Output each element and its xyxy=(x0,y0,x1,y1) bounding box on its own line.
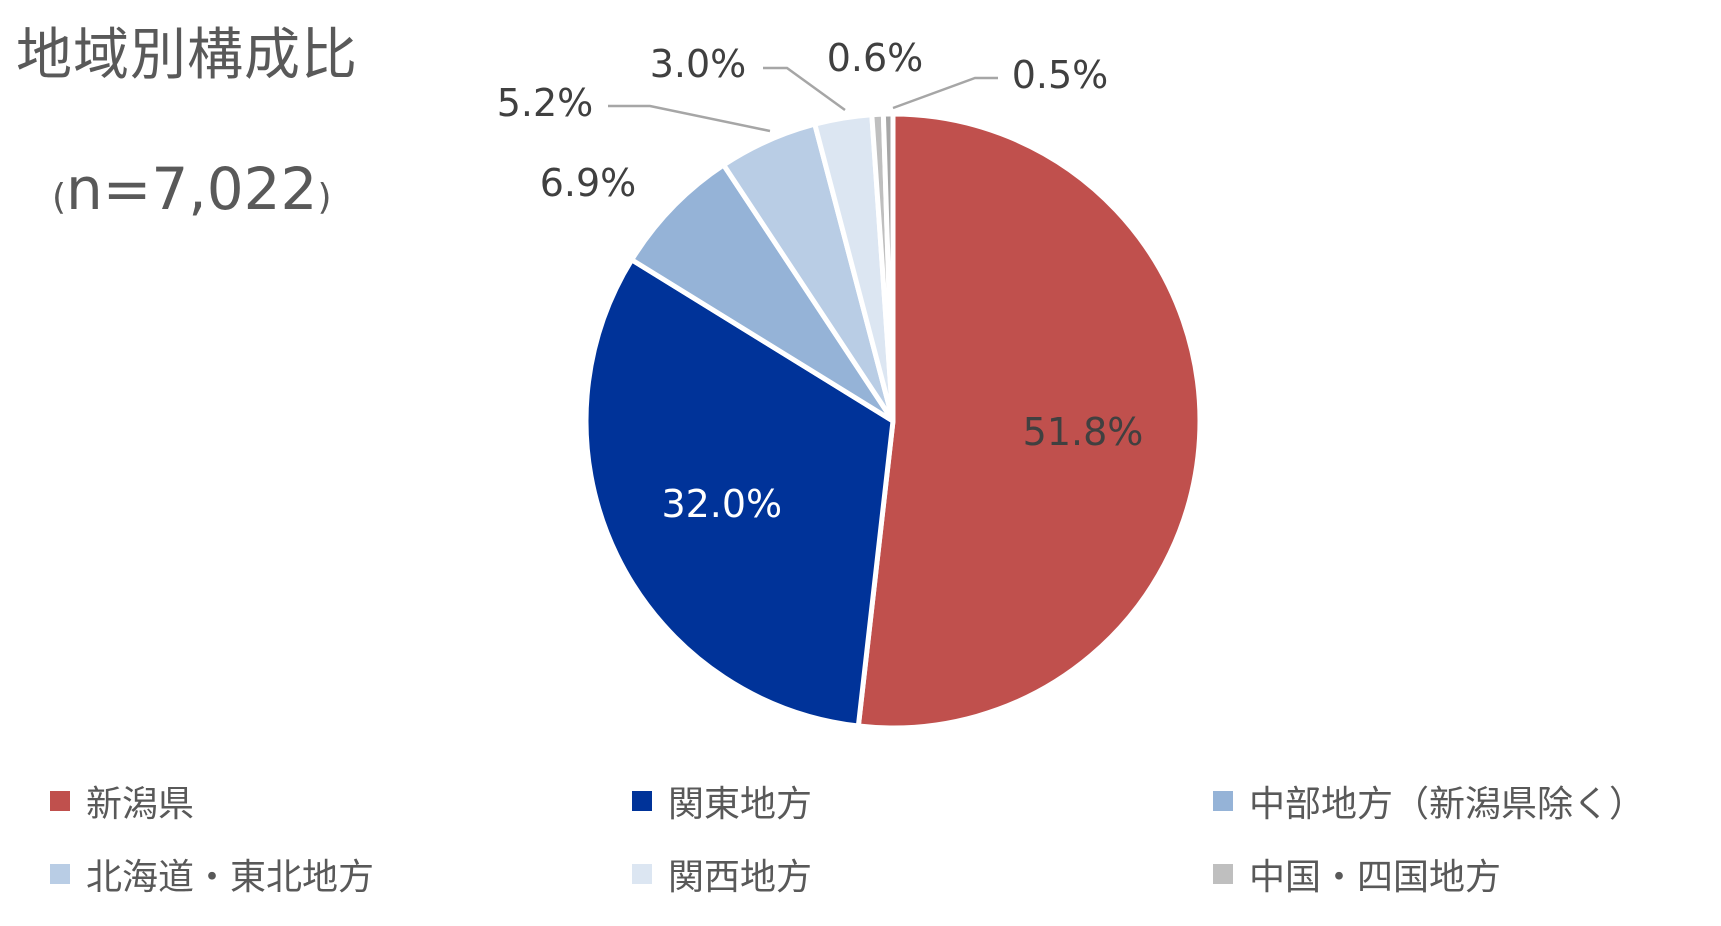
data-label-3: 6.9% xyxy=(540,161,637,205)
legend-item-4: 北海道・東北地方 xyxy=(50,848,374,900)
legend-swatch-3 xyxy=(1213,791,1233,811)
leader-line-4 xyxy=(608,104,771,133)
legend-item-3: 中部地方（新潟県除く） xyxy=(1213,775,1645,827)
data-label-6: 0.6% xyxy=(827,36,924,80)
sample-size: n=7,022 xyxy=(66,155,318,223)
legend-label-3: 中部地方（新潟県除く） xyxy=(1249,784,1646,825)
chart-subtitle: (n=7,022) xyxy=(52,160,332,218)
leader-line-5 xyxy=(763,66,846,112)
pie-slice-1 xyxy=(855,111,1203,731)
legend-item-2: 関東地方 xyxy=(632,775,812,827)
legend-label-6: 中国・四国地方 xyxy=(1249,857,1502,898)
legend-label-2: 関東地方 xyxy=(668,784,813,825)
legend-item-1: 新潟県 xyxy=(50,775,194,827)
legend-item-5: 関西地方 xyxy=(632,848,812,900)
pie-slice-7 xyxy=(880,111,896,424)
chart-title: 地域別構成比 xyxy=(16,23,358,88)
pie-slice-3 xyxy=(629,162,896,424)
chart-legend: 新潟県 関東地方 中部地方（新潟県除く） 北海道・東北地方 関西地方 中国・四国地方 xyxy=(0,760,1721,910)
legend-swatch-1 xyxy=(50,791,70,811)
data-label-2: 32.0% xyxy=(661,482,782,526)
subtitle-close-paren: ) xyxy=(317,177,332,218)
subtitle-open-paren: ( xyxy=(52,177,67,218)
legend-swatch-2 xyxy=(632,791,652,811)
pie-chart: 51.8% 32.0% 6.9% 5.2% 3.0% 0.6% 0.5% xyxy=(496,36,1203,731)
data-label-5: 3.0% xyxy=(650,42,747,86)
legend-label-5: 関西地方 xyxy=(668,857,813,898)
legend-swatch-4 xyxy=(50,864,70,884)
legend-item-6: 中国・四国地方 xyxy=(1213,848,1501,900)
legend-swatch-6 xyxy=(1213,864,1233,884)
data-label-4: 5.2% xyxy=(497,81,594,125)
legend-label-4: 北海道・東北地方 xyxy=(86,857,375,898)
legend-swatch-5 xyxy=(632,864,652,884)
legend-label-1: 新潟県 xyxy=(86,784,195,825)
data-label-1: 51.8% xyxy=(1023,410,1144,454)
data-label-7: 0.5% xyxy=(1012,53,1109,97)
leader-line-7 xyxy=(892,76,998,110)
